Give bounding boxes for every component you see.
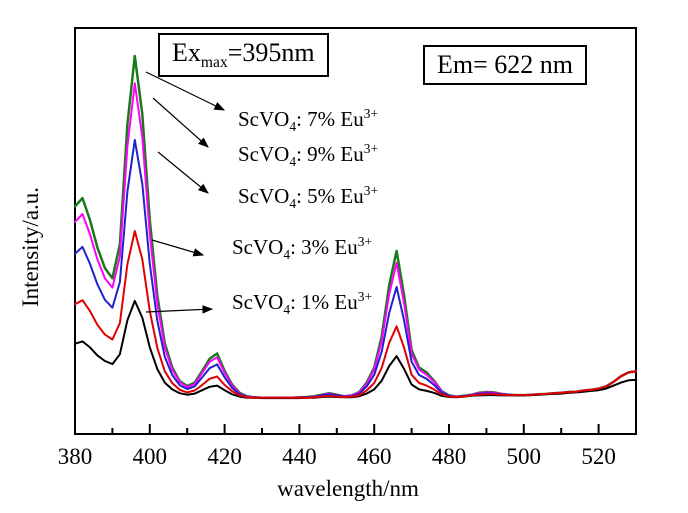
x-axis-title: wavelength/nm <box>277 476 419 501</box>
excitation-max-annotation-box: Exmax=395nm <box>158 33 329 78</box>
x-tick-label-380: 380 <box>57 444 93 469</box>
x-tick-label-520: 520 <box>581 444 616 469</box>
x-tick-label-480: 480 <box>431 444 467 469</box>
plot-frame <box>74 27 637 435</box>
curve-label-5pct: ScVO4: 5% Eu3+ <box>238 183 379 212</box>
series-line-53pct <box>74 138 637 399</box>
emission-annotation-box: Em= 622 nm <box>423 45 587 85</box>
x-tick-label-420: 420 <box>207 444 242 469</box>
curve-label-9pct: ScVO4: 9% Eu3+ <box>238 141 379 170</box>
y-axis-title: Intensity/a.u. <box>18 186 43 308</box>
label-arrow-3 <box>157 151 209 194</box>
label-arrow-4 <box>151 239 205 257</box>
x-tick-label-500: 500 <box>506 444 542 469</box>
label-arrow-2 <box>152 97 209 148</box>
label-arrow-5 <box>145 305 214 314</box>
series-line-33pct <box>74 230 637 399</box>
ex-label-text: Ex <box>172 38 201 67</box>
ex-label-value: =395nm <box>227 38 315 67</box>
x-tick-label-400: 400 <box>132 444 168 469</box>
ex-label-subscript: max <box>200 54 228 72</box>
curve-label-1pct: ScVO4: 1% Eu3+ <box>232 289 373 318</box>
em-label-text: Em= 622 nm <box>437 50 573 79</box>
curve-label-3pct: ScVO4: 3% Eu3+ <box>232 234 373 263</box>
x-tick-label-460: 460 <box>356 444 392 469</box>
label-arrow-1 <box>145 71 226 111</box>
curve-label-7pct: ScVO4: 7% Eu3+ <box>238 106 379 135</box>
x-tick-label-440: 440 <box>282 444 317 469</box>
